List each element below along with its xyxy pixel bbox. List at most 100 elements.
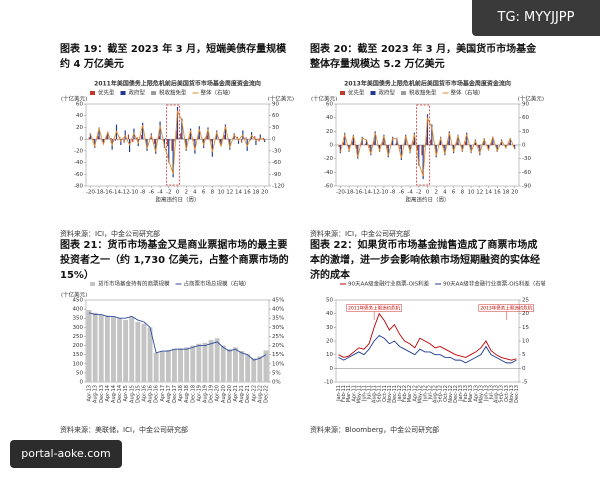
bar [210,139,212,142]
x-tick-label: Jul-12 [428,385,434,400]
bar [159,121,161,140]
x-tick-label: Nov-13 [509,385,515,403]
x-tick-label: Oct-12 [443,385,449,402]
x-tick-label: Aug-15 [129,385,135,403]
x-tick-label: Apr-14 [105,385,111,402]
bar [124,130,126,140]
bar [392,136,394,145]
legend-label: 政府型 [129,89,146,97]
x-tick-label: Mar-12 [407,385,413,402]
y2-tick-label: 0 [522,143,526,149]
legend-swatch [90,282,95,286]
x-tick-label: Jun-11 [361,385,367,402]
bar [212,138,215,140]
legend-swatch [401,91,407,95]
bar [155,139,157,154]
chart-title: 2013年美国债务上限危机前后美国货币市场基金周度资金流向 [344,80,511,88]
bar [199,139,202,140]
bar [234,139,236,140]
y2-tick-label: 90 [272,102,279,108]
bar [383,134,385,145]
bar [123,320,129,382]
bar [264,139,266,143]
bar [373,140,375,145]
x-tick-label: 14 [235,190,242,196]
x-tick-label: Nov-11 [387,385,393,403]
bar [191,138,193,140]
bar [132,139,134,143]
bar [260,139,263,140]
bar [172,139,174,178]
bar [247,139,249,140]
x-tick-label: -20 [86,190,95,196]
bar [453,145,455,154]
bar [409,145,411,154]
x-tick-label: Dec-21 [245,385,251,403]
y-tick-label: 30 [326,325,333,331]
chart: 2013年美国债务上限危机前后美国货币市场基金周度资金流向 (十亿美元) (十亿美元… [311,80,544,204]
y2-axis-label: (十亿美元) [518,95,544,103]
x-tick-label: Aug-11 [372,385,378,403]
bar [456,142,458,145]
y-tick-label: 40 [326,115,333,121]
line [339,116,516,177]
bar [255,139,257,145]
y-tick-label: 250 [73,334,84,340]
x-tick-label: Jan-12 [397,385,403,402]
bar [224,124,227,140]
y-tick-label: 450 [73,298,84,304]
bar [342,142,345,145]
x-tick-label: Sep-13 [499,385,505,403]
y-axis-label: (十亿美元) [311,95,337,103]
y2-tick-label: 25 [522,298,529,304]
bar [110,137,112,140]
bar [487,145,490,151]
y-tick-label: -60 [74,172,83,178]
legend-swatch [370,91,376,95]
bar [114,139,116,141]
legend-label: 货币市场基金持有的商票规模 [98,280,170,288]
x-tick-label: 2 [184,190,188,196]
bar [426,114,429,145]
bar [111,316,116,382]
x-tick-label: Aug-19 [202,385,208,403]
y-tick-label: 20 [76,125,83,131]
bar [257,356,263,382]
bar [121,138,123,140]
bar [421,145,423,156]
x-tick-label: Dec-15 [135,385,141,403]
bar [130,139,132,140]
x-tick-label: 18 [252,190,259,196]
bar [190,345,196,382]
x-tick-label: 8 [461,190,465,196]
source-note: 资料来源：ICI，中金公司研究部 [60,230,161,238]
y2-tick-label: 15 [522,325,529,331]
bar [423,145,425,148]
bar [356,145,358,150]
bar [510,144,513,145]
bar [378,145,381,152]
bar [256,138,258,140]
bar [262,137,265,140]
bar [447,140,449,145]
bar [136,137,138,140]
y-tick-label: 60 [76,102,83,108]
bar [112,138,114,140]
x-tick-label: Jul-11 [367,385,373,400]
bar [514,145,516,150]
bar [229,139,231,150]
x-tick-label: -2 [166,190,171,196]
bar [388,145,391,146]
bar [237,139,240,144]
source-note: 资料来源：Bloomberg，中金公司研究部 [310,426,440,434]
bar [233,133,235,140]
bar [338,145,340,148]
x-tick-label: 18 [502,190,509,196]
bar [223,135,225,140]
x-tick-label: May-13 [478,385,484,403]
bar [339,145,341,154]
bar [386,145,388,149]
x-tick-label: Aug-13 [494,385,500,403]
y-tick-label: -20 [74,148,83,154]
highlight-box [416,104,431,186]
